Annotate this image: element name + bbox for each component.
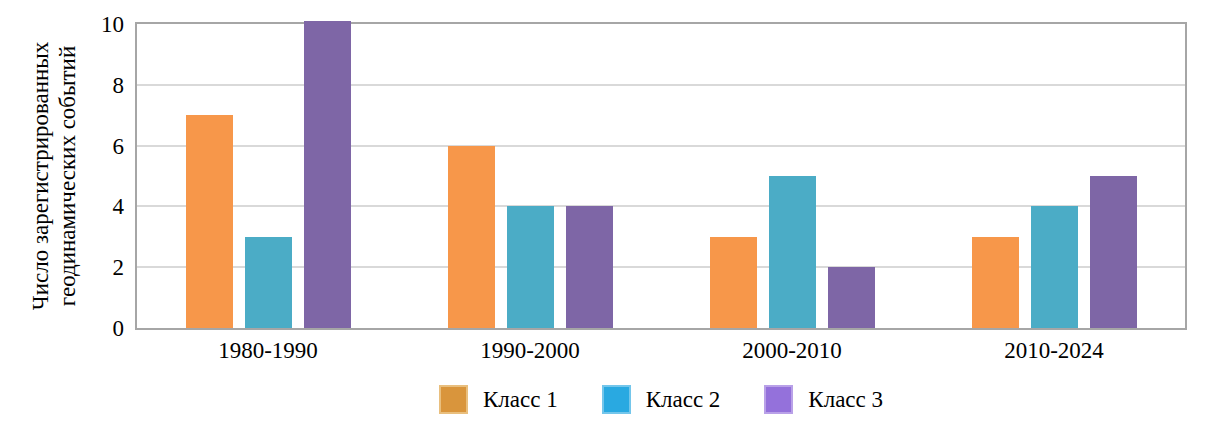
bar-group-2000-2010 — [661, 24, 923, 328]
bar-series2-1980-1990 — [245, 237, 292, 328]
y-tick-label-8: 8 — [0, 73, 124, 96]
bar-series1-2000-2010 — [710, 237, 757, 328]
bar-group-2010-2024 — [923, 24, 1185, 328]
bar-series1-1990-2000 — [448, 146, 495, 328]
bar-series2-1990-2000 — [507, 206, 554, 328]
y-tick-label-2: 2 — [0, 256, 124, 279]
x-tick-label-2010-2024: 2010-2024 — [1004, 338, 1104, 364]
legend-swatch-3 — [764, 385, 793, 414]
bar-group-1990-2000 — [399, 24, 661, 328]
legend-item-1: Класс 1 — [439, 385, 558, 414]
bar-series3-1980-1990 — [304, 21, 351, 328]
bar-series2-2010-2024 — [1031, 206, 1078, 328]
x-tick-label-2000-2010: 2000-2010 — [742, 338, 842, 364]
plot-area — [135, 22, 1187, 330]
y-tick-label-4: 4 — [0, 195, 124, 218]
legend: Класс 1 Класс 2 Класс 3 — [135, 383, 1187, 415]
bar-series3-1990-2000 — [566, 206, 613, 328]
legend-item-3: Класс 3 — [764, 385, 883, 414]
bar-series1-2010-2024 — [972, 237, 1019, 328]
legend-swatch-1 — [439, 385, 468, 414]
bar-group-1980-1990 — [137, 24, 399, 328]
legend-swatch-2 — [602, 385, 631, 414]
bar-series1-1980-1990 — [186, 115, 233, 328]
y-axis-ticks: 0 2 4 6 8 10 — [0, 0, 124, 423]
x-tick-label-1980-1990: 1980-1990 — [218, 338, 318, 364]
y-tick-label-10: 10 — [0, 13, 124, 36]
legend-label-3: Класс 3 — [808, 386, 883, 413]
legend-label-2: Класс 2 — [646, 386, 721, 413]
y-tick-label-6: 6 — [0, 134, 124, 157]
legend-item-2: Класс 2 — [602, 385, 721, 414]
bar-series3-2000-2010 — [828, 267, 875, 328]
bar-series3-2010-2024 — [1090, 176, 1137, 328]
x-tick-label-1990-2000: 1990-2000 — [480, 338, 580, 364]
y-tick-label-0: 0 — [0, 317, 124, 340]
geodynamic-events-bar-chart: Число зарегистрированных геодинамических… — [0, 0, 1214, 423]
bar-series2-2000-2010 — [769, 176, 816, 328]
legend-label-1: Класс 1 — [483, 386, 558, 413]
